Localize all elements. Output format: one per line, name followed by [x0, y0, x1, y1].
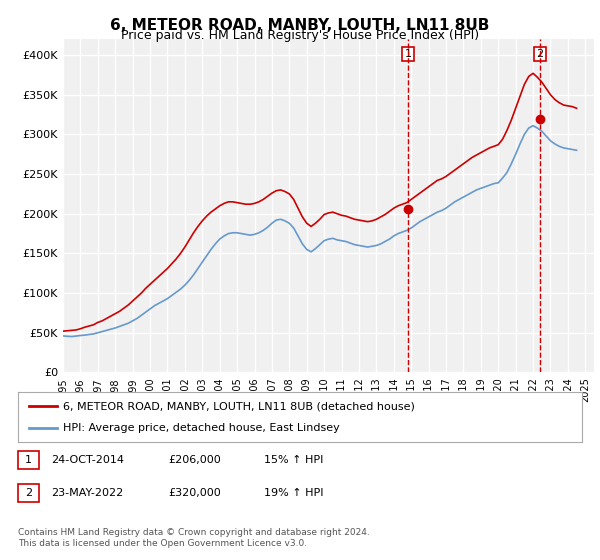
Text: 19% ↑ HPI: 19% ↑ HPI [264, 488, 323, 498]
Text: 15% ↑ HPI: 15% ↑ HPI [264, 455, 323, 465]
Text: 2: 2 [25, 488, 32, 498]
Text: 2: 2 [536, 49, 544, 59]
Text: 24-OCT-2014: 24-OCT-2014 [51, 455, 124, 465]
Text: Price paid vs. HM Land Registry's House Price Index (HPI): Price paid vs. HM Land Registry's House … [121, 29, 479, 42]
Text: 6, METEOR ROAD, MANBY, LOUTH, LN11 8UB (detached house): 6, METEOR ROAD, MANBY, LOUTH, LN11 8UB (… [63, 401, 415, 411]
Text: £320,000: £320,000 [168, 488, 221, 498]
Text: Contains HM Land Registry data © Crown copyright and database right 2024.
This d: Contains HM Land Registry data © Crown c… [18, 528, 370, 548]
Text: 23-MAY-2022: 23-MAY-2022 [51, 488, 123, 498]
Text: 6, METEOR ROAD, MANBY, LOUTH, LN11 8UB: 6, METEOR ROAD, MANBY, LOUTH, LN11 8UB [110, 18, 490, 33]
Text: £206,000: £206,000 [168, 455, 221, 465]
Text: 1: 1 [25, 455, 32, 465]
Text: 1: 1 [404, 49, 412, 59]
Text: HPI: Average price, detached house, East Lindsey: HPI: Average price, detached house, East… [63, 423, 340, 433]
